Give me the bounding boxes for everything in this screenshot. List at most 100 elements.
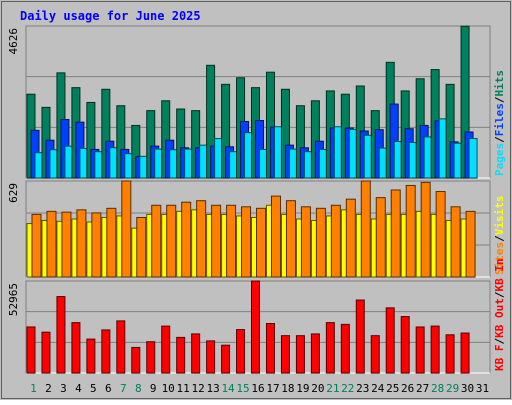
legend-item-visits: Visits [493, 196, 506, 236]
y-max-label: 52965 [7, 283, 20, 316]
legend-item-sep1: / [493, 235, 506, 242]
bar-kbin-day-8 [131, 346, 141, 374]
bar-kbin-day-29 [445, 334, 455, 374]
x-tick-label: 8 [135, 382, 142, 395]
bar-sites-day-12 [196, 200, 207, 278]
legend-item-files: Files [493, 103, 506, 136]
bar-sites-day-8 [136, 216, 147, 278]
bar-kbin-day-5 [86, 338, 96, 374]
bar-sites-day-11 [181, 201, 192, 278]
bar-kbin-day-10 [161, 325, 171, 374]
bar-sites-day-16 [256, 207, 267, 278]
bar-kbin-day-15 [236, 329, 246, 374]
bar-sites-day-29 [450, 206, 461, 278]
bar-sites-day-9 [151, 204, 162, 278]
bar-sites-day-17 [270, 195, 281, 278]
chart-frame [1, 1, 511, 399]
bar-kbin-day-27 [415, 326, 425, 374]
bar-kbin-day-22 [340, 323, 350, 374]
bar-sites-day-28 [435, 191, 446, 278]
x-tick-label: 1 [30, 382, 37, 395]
x-tick-label: 27 [416, 382, 429, 395]
chart-title: Daily usage for June 2025 [20, 9, 201, 23]
legend: Sites/Visits [493, 196, 506, 276]
bar-sites-day-23 [360, 180, 371, 278]
x-tick-label: 18 [281, 382, 294, 395]
legend-item-sep2: / [493, 338, 506, 345]
x-tick-label: 29 [446, 382, 459, 395]
bar-kbin-day-16 [251, 280, 261, 374]
legend-item-sites: Sites [493, 242, 506, 275]
x-tick-label: 6 [105, 382, 112, 395]
bar-sites-day-22 [345, 198, 356, 278]
bar-sites-day-19 [300, 206, 311, 278]
x-tick-label: 22 [341, 382, 354, 395]
legend-item-sep1: / [493, 291, 506, 298]
bar-kbin-day-18 [280, 335, 290, 374]
x-axis-labels: 1 2 3 4 5 6 7 8 9 10 11 12 13 14 15 16 17 18 19 20 21 22 23 24 2… [30, 382, 489, 395]
x-tick-label: 14 [221, 382, 235, 395]
bar-kbin-day-20 [310, 333, 320, 374]
bar-sites-day-6 [106, 207, 117, 278]
bar-sites-day-3 [61, 211, 72, 278]
bar-kbin-day-19 [295, 335, 305, 374]
bar-sites-day-13 [211, 204, 222, 278]
bar-sites-day-15 [241, 206, 252, 278]
bar-sites-day-26 [405, 184, 416, 278]
bar-sites-day-25 [390, 189, 401, 278]
x-tick-label: 19 [296, 382, 309, 395]
bar-kbin-day-2 [41, 331, 51, 374]
bar-kbin-day-13 [206, 340, 216, 374]
x-tick-label: 4 [75, 382, 82, 395]
bar-kbin-day-23 [355, 299, 365, 374]
x-tick-label: 10 [162, 382, 175, 395]
x-tick-label: 16 [251, 382, 264, 395]
x-tick-label: 15 [236, 382, 249, 395]
x-tick-label: 13 [206, 382, 219, 395]
legend-item-kbout: KB Out [493, 298, 506, 338]
bar-kbin-day-25 [385, 307, 395, 374]
panel-3: 52965 KB F/KB Out/KB In [7, 258, 506, 374]
y-max-label: 629 [7, 183, 20, 203]
bar-sites-day-2 [46, 210, 57, 278]
x-tick-label: 12 [192, 382, 205, 395]
legend-item-sep1: / [493, 96, 506, 103]
bar-sites-day-20 [315, 207, 326, 278]
x-tick-label: 23 [356, 382, 369, 395]
bar-sites-day-18 [285, 200, 296, 278]
bar-sites-day-14 [226, 204, 237, 278]
bar-kbin-day-1 [26, 326, 36, 374]
legend-item-hits: Hits [493, 70, 506, 97]
bar-kbin-day-4 [71, 322, 81, 374]
legend-item-sep2: / [493, 136, 506, 143]
bar-pages-day-30 [468, 138, 478, 179]
bar-sites-day-7 [121, 180, 132, 278]
x-tick-label: 17 [266, 382, 279, 395]
x-tick-label: 5 [90, 382, 97, 395]
legend: Pages/Files/Hits [493, 70, 506, 176]
bar-kbin-day-11 [176, 336, 186, 374]
bar-kbin-day-21 [325, 322, 335, 374]
bar-sites-day-30 [465, 210, 476, 278]
bar-kbin-day-28 [430, 325, 440, 374]
bar-sites-day-4 [76, 209, 87, 278]
legend-item-kbf: KB F [493, 345, 506, 372]
bar-kbin-day-6 [101, 329, 111, 374]
bar-kbin-day-14 [221, 344, 231, 374]
bar-kbin-day-30 [460, 332, 470, 374]
bar-sites-day-21 [330, 204, 341, 278]
panel-2: 629 Sites/Visits [7, 180, 506, 278]
x-tick-label: 31 [476, 382, 489, 395]
bar-sites-day-5 [91, 212, 102, 278]
bar-kbin-day-24 [370, 335, 380, 374]
x-tick-label: 30 [461, 382, 474, 395]
bar-kbin-day-12 [191, 333, 201, 374]
legend: KB F/KB Out/KB In [493, 258, 506, 371]
bar-kbin-day-7 [116, 320, 126, 374]
x-tick-label: 24 [371, 382, 385, 395]
x-tick-label: 21 [326, 382, 339, 395]
x-tick-label: 20 [311, 382, 324, 395]
